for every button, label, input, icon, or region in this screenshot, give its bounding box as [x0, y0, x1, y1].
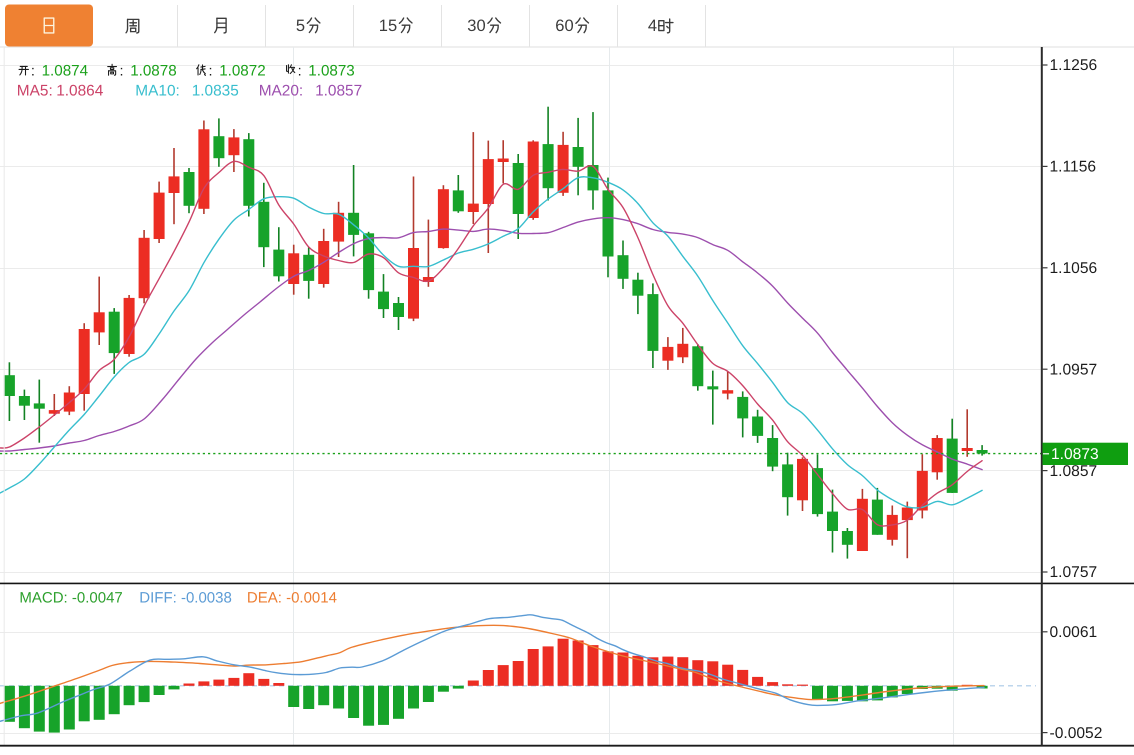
svg-text:1.0835: 1.0835 [192, 83, 239, 100]
svg-text:1.0857: 1.0857 [1050, 463, 1098, 480]
svg-text:1.0873: 1.0873 [308, 63, 354, 80]
svg-text:MACD: -0.0047: MACD: -0.0047 [19, 590, 122, 607]
svg-text::: : [120, 64, 124, 80]
svg-text:1.0878: 1.0878 [130, 63, 176, 80]
svg-text::: : [31, 64, 35, 80]
svg-text:1.0873: 1.0873 [1051, 446, 1099, 463]
svg-text:1.0874: 1.0874 [42, 63, 88, 80]
svg-text:-0.0052: -0.0052 [1050, 725, 1103, 742]
svg-text:30: 30 [467, 17, 485, 35]
svg-text:MA20:: MA20: [259, 83, 303, 100]
svg-text::: : [298, 64, 302, 80]
svg-text:DEA: -0.0014: DEA: -0.0014 [247, 590, 337, 607]
svg-text:5: 5 [296, 17, 305, 35]
svg-text:1.0872: 1.0872 [219, 63, 265, 80]
svg-text:DIFF: -0.0038: DIFF: -0.0038 [139, 590, 232, 607]
svg-text::: : [209, 64, 213, 80]
svg-text:1.0864: 1.0864 [56, 83, 104, 100]
svg-text:1.0757: 1.0757 [1050, 564, 1098, 581]
svg-text:MA10:: MA10: [135, 83, 179, 100]
svg-text:1.0857: 1.0857 [315, 83, 362, 100]
svg-text:1.1056: 1.1056 [1050, 260, 1098, 277]
svg-text:4: 4 [648, 17, 657, 35]
svg-text:1.1156: 1.1156 [1050, 159, 1097, 176]
svg-text:1.0957: 1.0957 [1050, 361, 1098, 378]
svg-text:0.0061: 0.0061 [1050, 624, 1098, 641]
svg-text:1.1256: 1.1256 [1050, 57, 1098, 74]
svg-text:MA5:: MA5: [17, 83, 53, 100]
svg-text:60: 60 [555, 17, 573, 35]
svg-text:15: 15 [379, 17, 397, 35]
